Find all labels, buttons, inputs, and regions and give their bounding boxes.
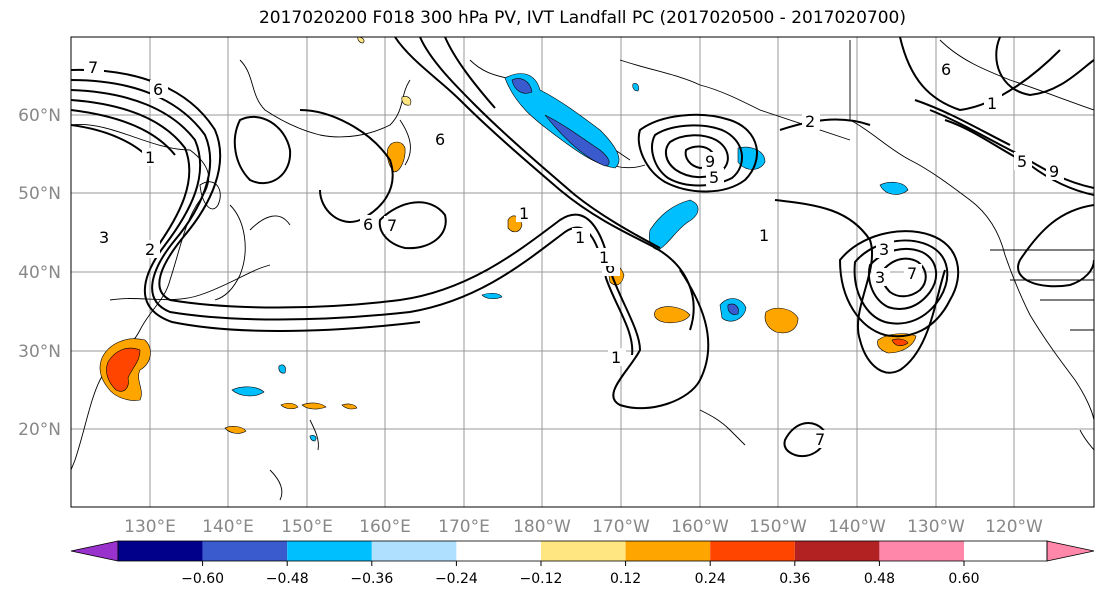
contour-label: 1 xyxy=(599,248,609,267)
contour-label: 5 xyxy=(1017,152,1027,171)
lat-label: 50°N xyxy=(18,184,61,204)
contour-label: 7 xyxy=(907,264,917,283)
lon-label: 170°E xyxy=(438,517,490,537)
lon-label: 150°E xyxy=(281,517,333,537)
contour-label: 2 xyxy=(805,112,815,131)
lon-label: 140°E xyxy=(202,517,254,537)
contour-label: 3 xyxy=(875,268,885,287)
colorbar-segment xyxy=(287,541,372,561)
contour-label: 9 xyxy=(1049,162,1059,181)
colorbar-segment xyxy=(118,541,203,561)
lat-label: 60°N xyxy=(18,106,61,126)
colorbar-segment xyxy=(710,541,795,561)
contour-label: 5 xyxy=(709,168,719,187)
colorbar-tick-label: 0.36 xyxy=(779,571,810,587)
map-frame xyxy=(70,36,1095,508)
lon-label: 140°W xyxy=(828,517,886,537)
lon-label: 150°W xyxy=(749,517,807,537)
lon-label: 120°W xyxy=(985,517,1043,537)
colorbar-tick-label: −0.36 xyxy=(350,571,393,587)
colorbar-segment xyxy=(456,541,541,561)
contour-label: 1 xyxy=(987,94,997,113)
contour-label: 3 xyxy=(99,228,109,247)
lon-label: 180°W xyxy=(513,517,571,537)
colorbar-segment xyxy=(541,541,626,561)
colorbar-tick-label: −0.48 xyxy=(266,571,309,587)
colorbar-segment xyxy=(202,541,288,561)
contour-label: 1 xyxy=(759,226,769,245)
colorbar-segment xyxy=(794,541,880,561)
contour-label: 9 xyxy=(705,152,715,171)
contour-label: 7 xyxy=(88,58,98,77)
colorbar-tick-label: −0.60 xyxy=(181,571,224,587)
lon-label: 170°W xyxy=(592,517,650,537)
contour-label: 3 xyxy=(879,240,889,259)
colorbar-tick-label: 0.48 xyxy=(864,571,895,587)
colorbar-tick-label: −0.12 xyxy=(520,571,563,587)
contour-labels: 7 6 1 3 2 6 1 6 7 1 6 9 5 1 2 3 5 3 7 9 … xyxy=(84,58,1064,449)
colorbar-tick-label: 0.60 xyxy=(948,571,979,587)
colorbar-tick-label: −0.24 xyxy=(435,571,478,587)
colorbar-ticks xyxy=(202,561,965,566)
coastlines xyxy=(71,39,1094,501)
colorbar-tick-label: 0.24 xyxy=(695,571,726,587)
contour-label: 6 xyxy=(153,80,163,99)
colorbar-segment xyxy=(625,541,711,561)
lat-label: 40°N xyxy=(18,263,61,283)
colorbar-extend-right xyxy=(1046,540,1095,562)
contour-label: 6 xyxy=(941,60,951,79)
graticule xyxy=(71,37,1094,507)
contour-label: 1 xyxy=(575,228,585,247)
latitude-labels: 60°N 50°N 40°N 30°N 20°N xyxy=(18,106,61,440)
contour-label: 7 xyxy=(815,430,825,449)
lon-label: 160°W xyxy=(671,517,729,537)
colorbar: −0.60 −0.48 −0.36 −0.24 −0.12 0.12 0.24 … xyxy=(70,540,1095,587)
lat-label: 30°N xyxy=(18,342,61,362)
colorbar-tick-label: 0.12 xyxy=(610,571,641,587)
contour-label: 2 xyxy=(145,240,155,259)
contour-label: 6 xyxy=(363,215,373,234)
contour-label: 6 xyxy=(605,258,615,277)
lat-label: 20°N xyxy=(18,420,61,440)
lon-label: 160°E xyxy=(359,517,411,537)
lon-label: 130°E xyxy=(124,517,176,537)
colorbar-segment xyxy=(879,541,964,561)
contour-label: 1 xyxy=(519,204,529,223)
contour-label: 6 xyxy=(435,130,445,149)
colorbar-extend-left xyxy=(70,540,119,562)
map-title: 2017020200 F018 300 hPa PV, IVT Landfall… xyxy=(258,8,906,28)
contour-label: 1 xyxy=(145,148,155,167)
colorbar-segment xyxy=(371,541,457,561)
colorbar-outline xyxy=(117,540,1048,562)
longitude-labels: 130°E 140°E 150°E 160°E 170°E 180°W 170°… xyxy=(124,517,1043,537)
contour-label: 7 xyxy=(387,216,397,235)
contour-label: 1 xyxy=(611,348,621,367)
lon-label: 130°W xyxy=(907,517,965,537)
